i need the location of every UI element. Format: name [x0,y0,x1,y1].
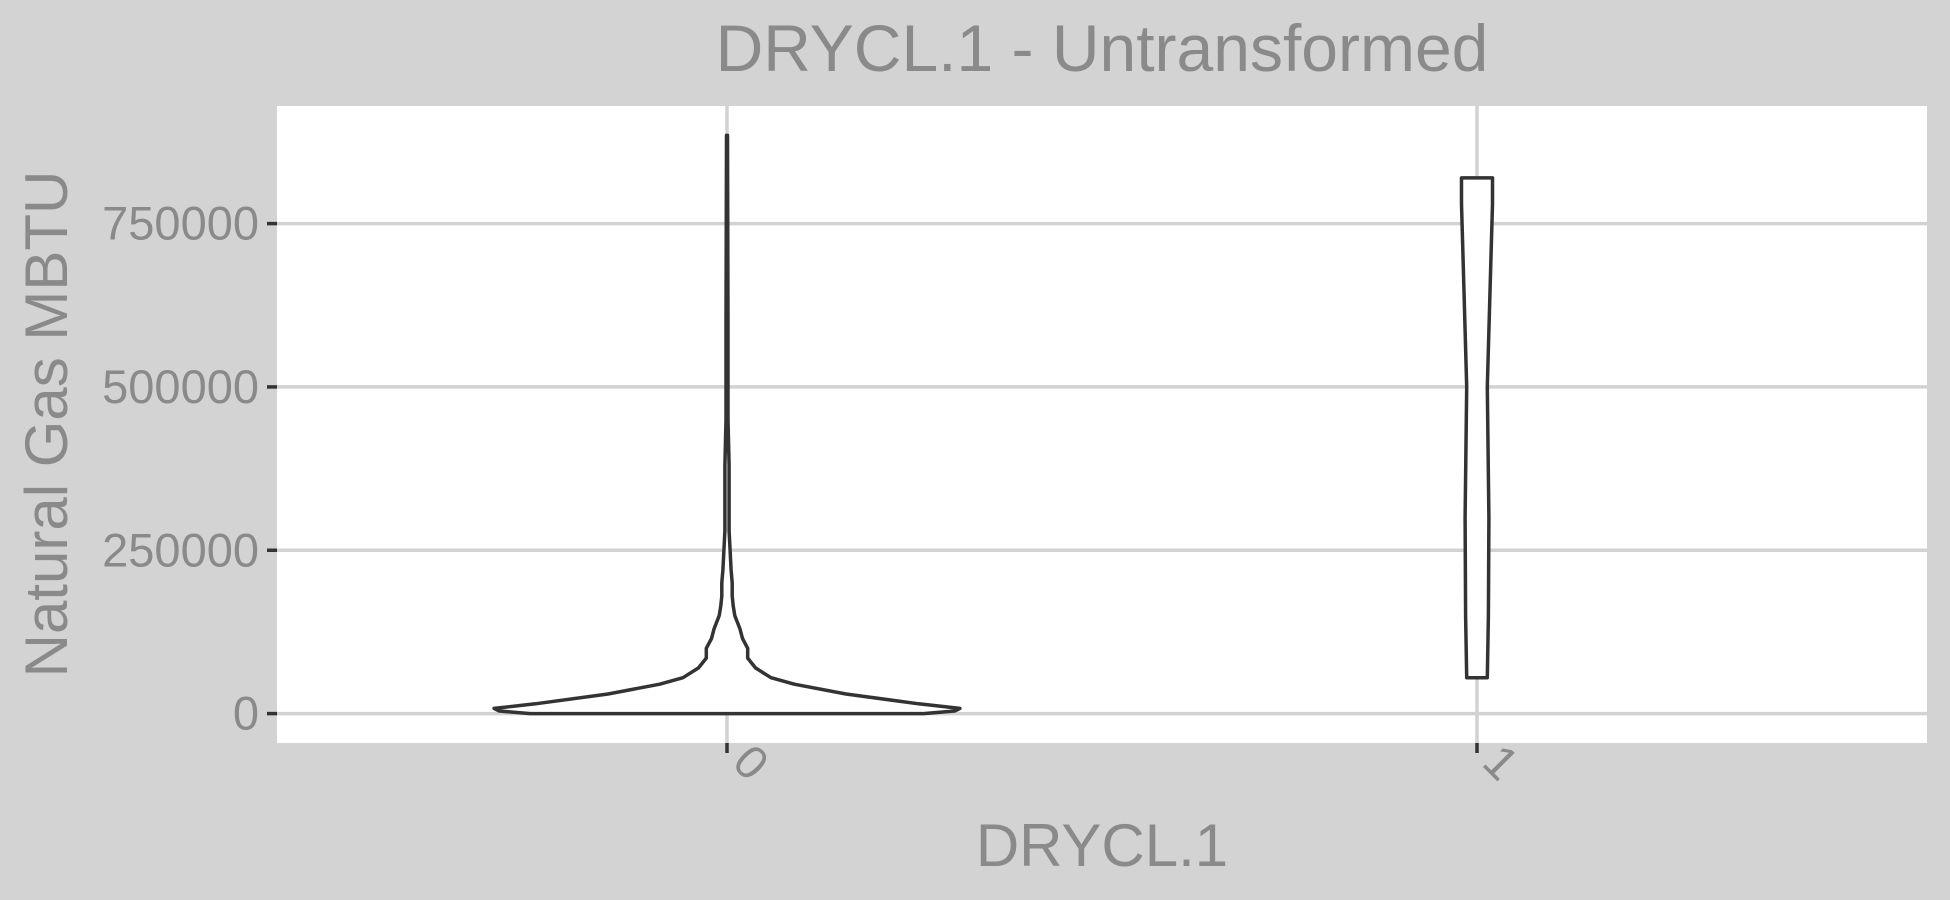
violin-1 [1459,176,1495,680]
violin-0 [492,133,962,716]
y-axis-title: Natural Gas MBTU [13,171,80,678]
x-axis-title: DRYCL.1 [976,812,1228,879]
chart-title: DRYCL.1 - Untransformed [716,11,1489,85]
y-tick-label-2: 500000 [102,360,259,413]
y-tick-label-3: 750000 [102,197,259,250]
y-tick-label-1: 250000 [102,523,259,576]
plot-panel [277,106,1927,743]
y-axis: 0 250000 500000 750000 [102,197,277,740]
y-tick-label-0: 0 [233,687,259,740]
violins [492,133,1495,716]
